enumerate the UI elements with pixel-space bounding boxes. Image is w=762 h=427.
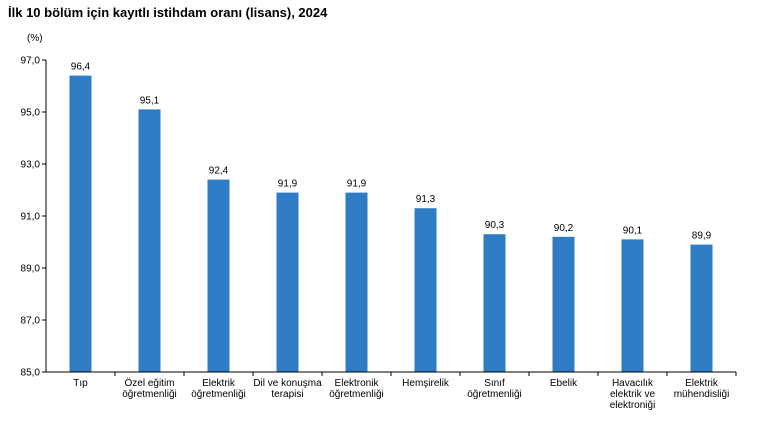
data-label: 90,3 — [485, 220, 505, 231]
bar — [207, 179, 230, 372]
y-tick-label: 95,0 — [21, 108, 41, 119]
data-label: 92,4 — [209, 166, 229, 177]
category-label: Sınıf öğretmenliği — [467, 378, 521, 400]
bar — [69, 75, 92, 372]
data-label: 90,2 — [554, 223, 574, 234]
category-label: Havacılık elektrik ve elektroniği — [610, 378, 656, 411]
y-axis: 85,0 87,0 89,0 91,0 93,0 95,0 97,0 — [21, 56, 47, 379]
data-label: 91,9 — [347, 179, 367, 190]
category-label: Elektrik öğretmenliği — [191, 378, 245, 400]
bar — [276, 192, 299, 372]
y-tick-label: 89,0 — [21, 264, 41, 275]
y-tick-label: 91,0 — [21, 212, 41, 223]
y-tick-label: 93,0 — [21, 160, 41, 171]
data-label: 96,4 — [71, 62, 91, 73]
y-tick-label: 87,0 — [21, 316, 41, 327]
category-label: Özel eğitim öğretmenliği — [122, 377, 176, 400]
bar — [138, 109, 161, 373]
category-label: Dil ve konuşma terapisi — [253, 378, 322, 400]
category-label: Hemşirelik — [402, 378, 450, 389]
bar — [621, 239, 644, 372]
bar — [483, 234, 506, 372]
category-label: Elektronik öğretmenliği — [329, 378, 383, 400]
bar — [414, 208, 437, 372]
y-axis-unit-label: (%) — [27, 33, 43, 44]
category-label: Ebelik — [550, 378, 578, 389]
chart-title: İlk 10 bölüm için kayıtlı istihdam oranı… — [8, 5, 328, 20]
data-label: 91,9 — [278, 179, 298, 190]
bar — [345, 192, 368, 372]
x-axis: Tıp Özel eğitim öğretmenliği Elektrik öğretm… — [46, 371, 737, 411]
y-tick-label: 97,0 — [21, 56, 41, 67]
data-label: 95,1 — [140, 95, 160, 106]
category-label: Tıp — [73, 378, 88, 389]
bar — [552, 236, 575, 372]
category-label: Elektrik mühendisliği — [674, 378, 730, 400]
data-label: 90,1 — [623, 225, 643, 236]
data-label: 91,3 — [416, 194, 436, 205]
y-tick-label: 85,0 — [21, 368, 41, 379]
bar — [690, 244, 713, 372]
data-label: 89,9 — [692, 231, 712, 242]
bars: 96,4 95,1 92,4 91,9 91,9 91,3 90,3 90,2 90,1 89,9 — [69, 62, 713, 373]
